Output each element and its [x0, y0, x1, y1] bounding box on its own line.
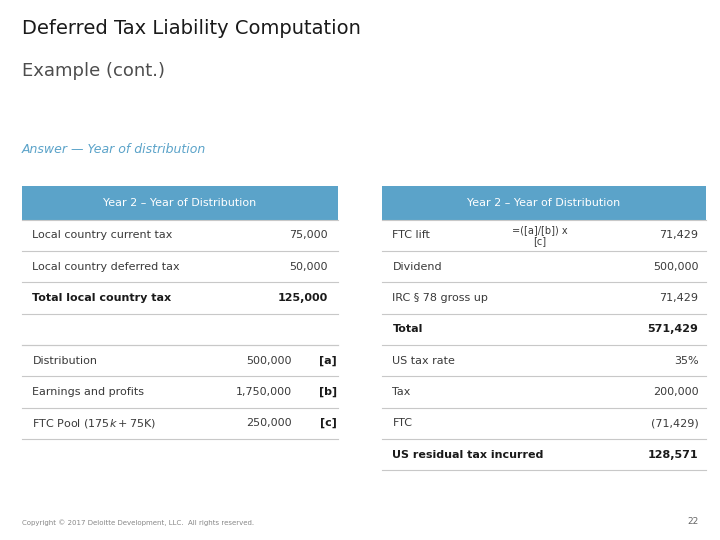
- Text: Copyright © 2017 Deloitte Development, LLC.  All rights reserved.: Copyright © 2017 Deloitte Development, L…: [22, 520, 253, 526]
- Text: IRC § 78 gross up: IRC § 78 gross up: [392, 293, 488, 303]
- Text: 125,000: 125,000: [277, 293, 328, 303]
- Text: 22: 22: [687, 517, 698, 526]
- Text: US tax rate: US tax rate: [392, 356, 455, 366]
- Text: Total local country tax: Total local country tax: [32, 293, 171, 303]
- Text: 75,000: 75,000: [289, 231, 328, 240]
- Text: [b]: [b]: [319, 387, 337, 397]
- Text: Deferred Tax Liability Computation: Deferred Tax Liability Computation: [22, 19, 361, 38]
- Text: 571,429: 571,429: [647, 325, 698, 334]
- Text: =([a]/[b]) x
[c]: =([a]/[b]) x [c]: [512, 225, 568, 246]
- Text: Distribution: Distribution: [32, 356, 97, 366]
- FancyBboxPatch shape: [382, 186, 706, 220]
- Text: 250,000: 250,000: [246, 418, 292, 428]
- Text: 128,571: 128,571: [648, 450, 698, 460]
- Text: 35%: 35%: [674, 356, 698, 366]
- Text: Answer — Year of distribution: Answer — Year of distribution: [22, 143, 206, 156]
- Text: Dividend: Dividend: [392, 262, 442, 272]
- Text: FTC: FTC: [392, 418, 413, 428]
- Text: Local country deferred tax: Local country deferred tax: [32, 262, 180, 272]
- Text: 71,429: 71,429: [660, 231, 698, 240]
- Text: Local country current tax: Local country current tax: [32, 231, 173, 240]
- Text: Year 2 – Year of Distribution: Year 2 – Year of Distribution: [467, 198, 620, 208]
- Text: US residual tax incurred: US residual tax incurred: [392, 450, 544, 460]
- Text: FTC Pool ($175k + $75K): FTC Pool ($175k + $75K): [32, 417, 156, 430]
- Text: Year 2 – Year of Distribution: Year 2 – Year of Distribution: [104, 198, 256, 208]
- Text: Example (cont.): Example (cont.): [22, 62, 165, 80]
- Text: 200,000: 200,000: [653, 387, 698, 397]
- Text: 50,000: 50,000: [289, 262, 328, 272]
- Text: 500,000: 500,000: [653, 262, 698, 272]
- Text: 500,000: 500,000: [246, 356, 292, 366]
- Text: (71,429): (71,429): [651, 418, 698, 428]
- Text: FTC lift: FTC lift: [392, 231, 431, 240]
- Text: 71,429: 71,429: [660, 293, 698, 303]
- Text: Tax: Tax: [392, 387, 411, 397]
- Text: 1,750,000: 1,750,000: [235, 387, 292, 397]
- Text: [a]: [a]: [319, 355, 337, 366]
- Text: Total: Total: [392, 325, 423, 334]
- Text: Earnings and profits: Earnings and profits: [32, 387, 145, 397]
- Text: [c]: [c]: [320, 418, 337, 429]
- FancyBboxPatch shape: [22, 186, 338, 220]
